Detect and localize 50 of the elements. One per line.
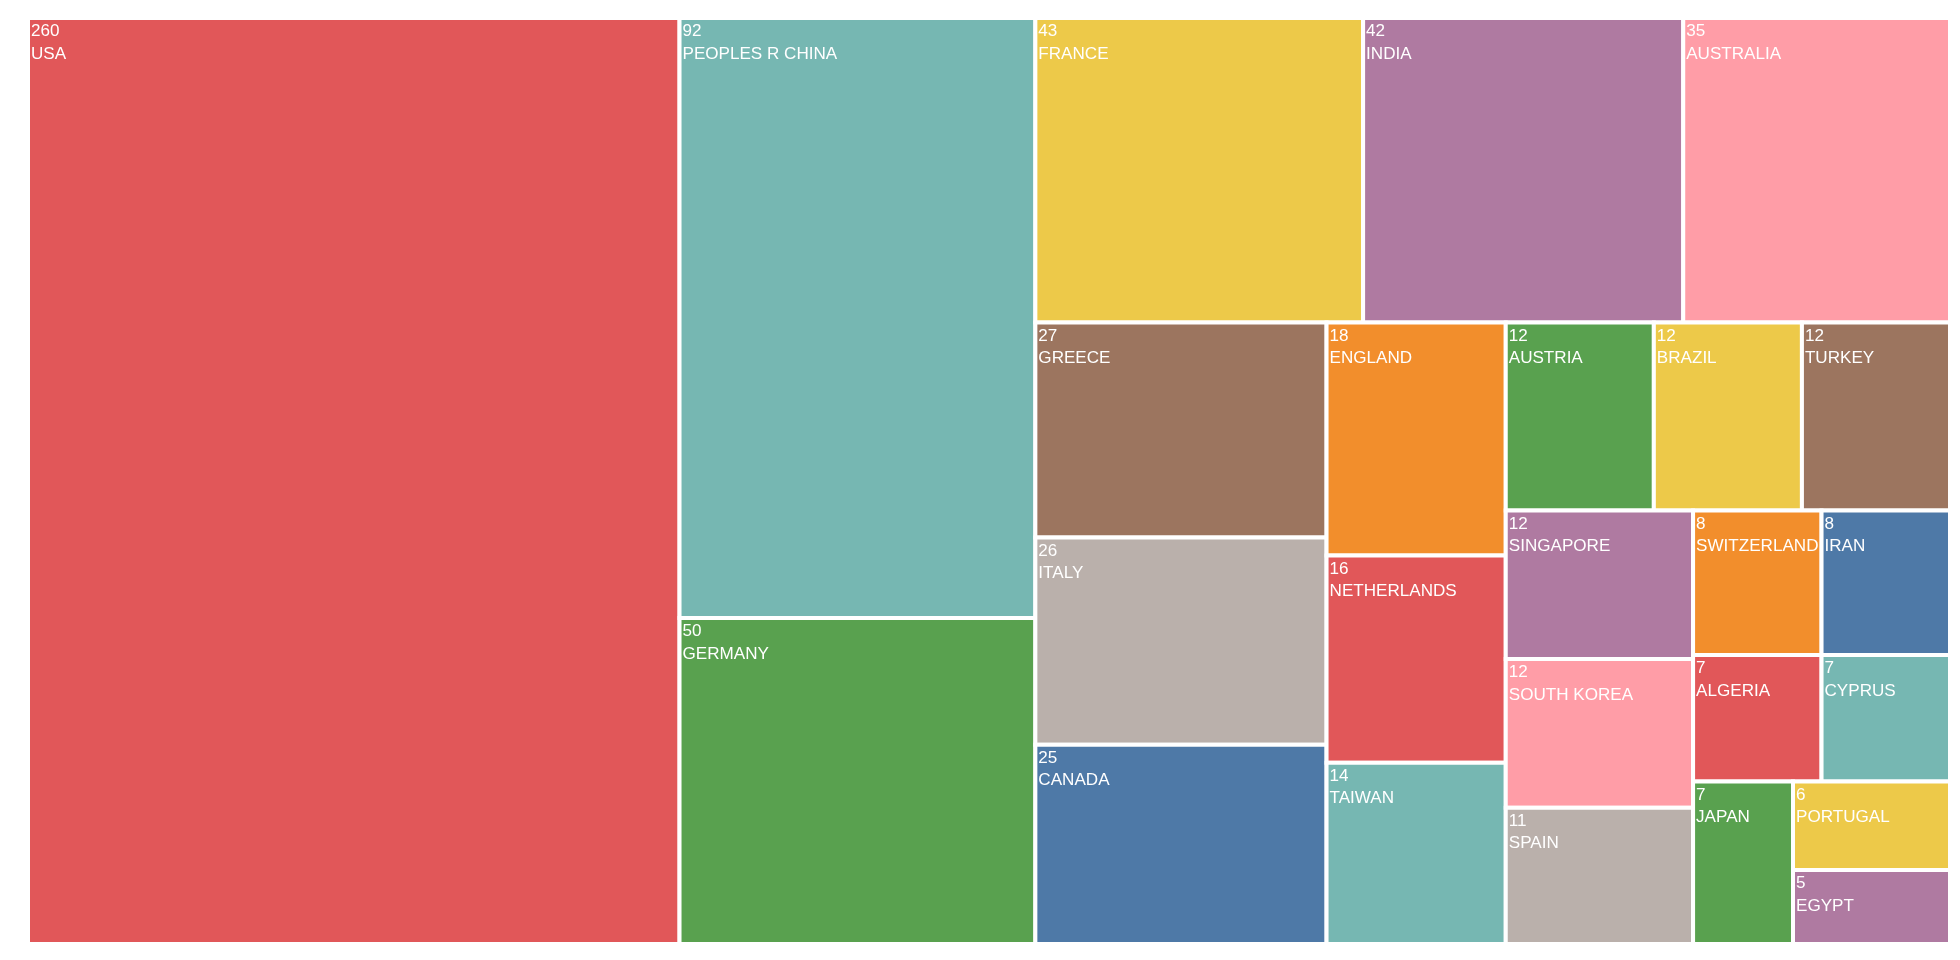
category-label: BRAZIL [1656,348,1717,368]
category-label: EGYPT [1795,895,1855,915]
data-label: 18 [1329,325,1349,345]
data-label: 8 [1696,513,1706,533]
data-label: 8 [1824,513,1835,533]
data-label: 12 [1656,325,1676,345]
data-label: 50 [682,621,702,641]
data-label: 14 [1329,766,1349,786]
data-label: 5 [1795,873,1806,893]
category-label: GREECE [1038,348,1111,368]
data-label: 7 [1696,658,1706,678]
category-label: ENGLAND [1329,348,1413,368]
data-label: 12 [1508,662,1528,682]
category-label: JAPAN [1696,807,1750,827]
category-label: SOUTH KOREA [1508,684,1634,704]
category-label: PEOPLES R CHINA [682,43,838,63]
data-label: 25 [1038,748,1058,768]
category-label: FRANCE [1038,43,1109,63]
category-label: NETHERLANDS [1329,581,1457,601]
data-label: 16 [1329,558,1349,578]
data-label: 7 [1824,658,1835,678]
category-label: SWITZERLAND [1696,536,1819,556]
data-label: 6 [1795,784,1806,804]
data-label: 260 [31,21,60,41]
category-label: TURKEY [1804,348,1875,368]
data-label: 42 [1366,21,1386,41]
category-label: ALGERIA [1696,680,1771,700]
data-label: 12 [1804,325,1824,345]
category-label: SINGAPORE [1508,536,1611,556]
data-label: 43 [1038,21,1058,41]
category-label: PORTUGAL [1795,807,1890,827]
category-label: ITALY [1038,563,1084,583]
data-label: 92 [682,21,702,41]
category-label: GERMANY [682,643,770,663]
category-label: CYPRUS [1824,680,1896,700]
category-label: IRAN [1824,536,1866,556]
data-label: 26 [1038,540,1058,560]
data-label: 11 [1508,811,1527,831]
data-label: 7 [1696,784,1706,804]
category-label: CANADA [1038,770,1111,790]
category-label: USA [31,43,67,63]
category-label: SPAIN [1508,833,1559,853]
category-label: TAIWAN [1329,788,1395,808]
data-label: 12 [1508,513,1528,533]
data-label: 12 [1508,325,1528,345]
category-label: INDIA [1366,43,1413,63]
data-label: 35 [1686,21,1706,41]
category-label: AUSTRALIA [1686,43,1782,63]
data-label: 27 [1038,325,1058,345]
category-label: AUSTRIA [1508,348,1584,368]
